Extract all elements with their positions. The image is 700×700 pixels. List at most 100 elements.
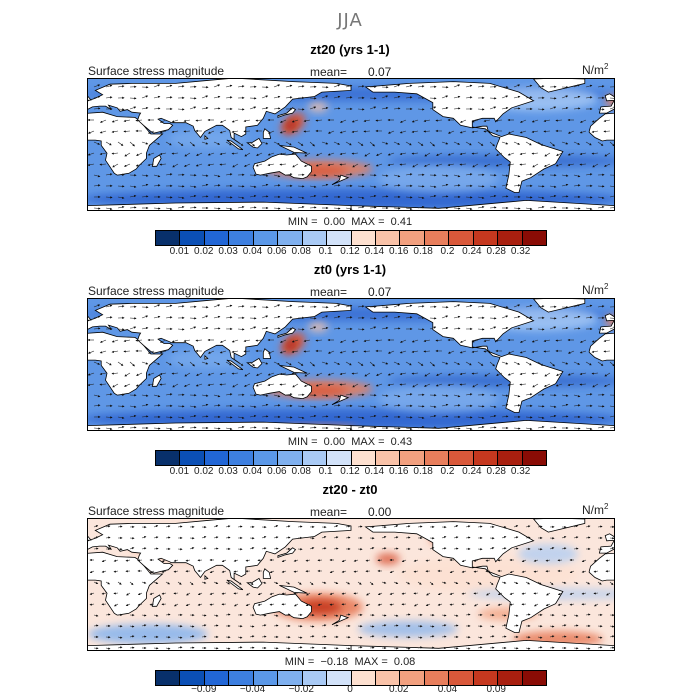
colorbar-tick-label: −0.09 (191, 684, 217, 695)
landmass (204, 574, 209, 580)
landmass (279, 365, 308, 374)
colorbar-swatch (278, 451, 303, 465)
colorbar-swatch (400, 451, 425, 465)
landmass (279, 145, 308, 154)
colorbar-tick-label: 0.16 (389, 466, 409, 477)
colorbar-swatch (327, 231, 352, 245)
colorbar-swatch (449, 231, 474, 245)
landmass (88, 331, 164, 396)
colorbar-swatch (302, 231, 328, 245)
panel-title: zt20 (yrs 1-1) (310, 42, 390, 57)
colorbar-tick-label: 0.03 (218, 246, 238, 257)
landmass (364, 521, 564, 633)
landmass (88, 641, 352, 650)
colorbar-tick-label: 0.09 (486, 684, 506, 695)
landmass (88, 421, 352, 430)
colorbar-tick-label: 0.32 (510, 246, 531, 257)
colorbar-tick-label: 0.14 (364, 466, 385, 477)
landmass (226, 579, 244, 591)
landmass (88, 519, 352, 584)
colorbar-swatch (204, 231, 230, 245)
landmass (533, 79, 586, 93)
landmass (604, 313, 614, 322)
min-max-readout: MIN = 0.00 MAX = 0.41 (287, 216, 413, 228)
landmass (204, 134, 209, 140)
colorbar-swatch (327, 451, 352, 465)
min-max-readout: MIN = −0.18 MAX = 0.08 (284, 656, 416, 668)
colorbar-tick-label: 0.2 (440, 246, 455, 257)
colorbar-swatch (498, 671, 523, 685)
stress-map (87, 298, 615, 431)
page-title: JJA (337, 10, 363, 31)
landmass (246, 357, 263, 369)
colorbar-tick-label: 0.14 (364, 246, 385, 257)
mean-value: 0.00 (368, 505, 392, 519)
colorbar-swatch (522, 231, 546, 245)
colorbar-ticks: 0.01 0.02 0.03 0.04 0.06 0.08 0.1 0.12 0.14 0.16 0… (155, 466, 545, 480)
colorbar-tick-label: 0.16 (389, 246, 409, 257)
units-label: N/m2 (582, 502, 609, 517)
colorbar-swatch (522, 671, 546, 685)
landmass (604, 533, 614, 542)
variable-label: Surface stress magnitude (88, 284, 225, 298)
landmass (350, 639, 614, 650)
mean-value: 0.07 (368, 285, 392, 299)
colorbar-tick-label: 0.03 (218, 466, 238, 477)
landmass (151, 154, 162, 167)
colorbar-swatch (449, 451, 474, 465)
landmass (331, 174, 350, 186)
landmass (246, 137, 263, 149)
colorbar-tick-label: 0 (347, 684, 353, 695)
colorbar-swatch (253, 231, 279, 245)
landmass (204, 354, 209, 360)
map-canvas (88, 299, 614, 430)
stress-map (87, 78, 615, 211)
colorbar-swatch (351, 451, 376, 465)
colorbar-tick-label: −0.02 (288, 684, 314, 695)
colorbar-swatch (375, 671, 401, 685)
landmass (88, 201, 352, 210)
colorbar-swatch (473, 671, 499, 685)
landmass (88, 299, 352, 364)
colorbar-swatch (229, 451, 254, 465)
units-label: N/m2 (582, 282, 609, 297)
min-max-readout: MIN = 0.00 MAX = 0.43 (287, 436, 413, 448)
colorbar-tick-label: 0.06 (267, 466, 287, 477)
colorbar-swatch (253, 451, 279, 465)
landmass (88, 536, 92, 541)
colorbar-ticks: 0.01 0.02 0.03 0.04 0.06 0.08 0.1 0.12 0.14 0.16 0… (155, 246, 545, 260)
panel-title: zt0 (yrs 1-1) (313, 262, 387, 277)
colorbar-tick-label: 0.12 (340, 246, 360, 257)
colorbar-swatch (351, 671, 376, 685)
map-canvas (88, 79, 614, 210)
landmass (88, 551, 164, 616)
colorbar-swatch (180, 671, 205, 685)
landmass (252, 593, 312, 620)
colorbar-tick-label: 0.06 (267, 246, 287, 257)
colorbar-tick-label: 0.08 (291, 466, 311, 477)
colorbar-tick-label: 0.1 (318, 466, 333, 477)
colorbar-swatch (375, 451, 401, 465)
colorbar-tick-label: 0.18 (413, 246, 433, 257)
colorbar-tick-label: 0.32 (510, 466, 531, 477)
colorbar-swatch (400, 671, 425, 685)
colorbar-tick-label: 0.28 (486, 466, 506, 477)
landmass (364, 81, 564, 193)
colorbar-swatch (302, 451, 328, 465)
colorbar-swatch (156, 231, 181, 245)
landmass (226, 139, 244, 151)
colorbar-swatch (156, 671, 181, 685)
landmass (88, 111, 164, 176)
landmass (277, 327, 297, 338)
colorbar-swatch (180, 231, 205, 245)
units-label: N/m2 (582, 62, 609, 77)
colorbar-swatch (302, 671, 328, 685)
colorbar-ticks: −0.09 −0.04 −0.02 0 0.02 0.04 0.09 (155, 684, 545, 698)
variable-label: Surface stress magnitude (88, 504, 225, 518)
colorbar-swatch (229, 231, 254, 245)
mean-label: mean= (310, 505, 348, 519)
landmass (598, 540, 614, 554)
colorbar-swatch (253, 671, 279, 685)
colorbar (155, 450, 547, 466)
landmass (364, 301, 564, 413)
